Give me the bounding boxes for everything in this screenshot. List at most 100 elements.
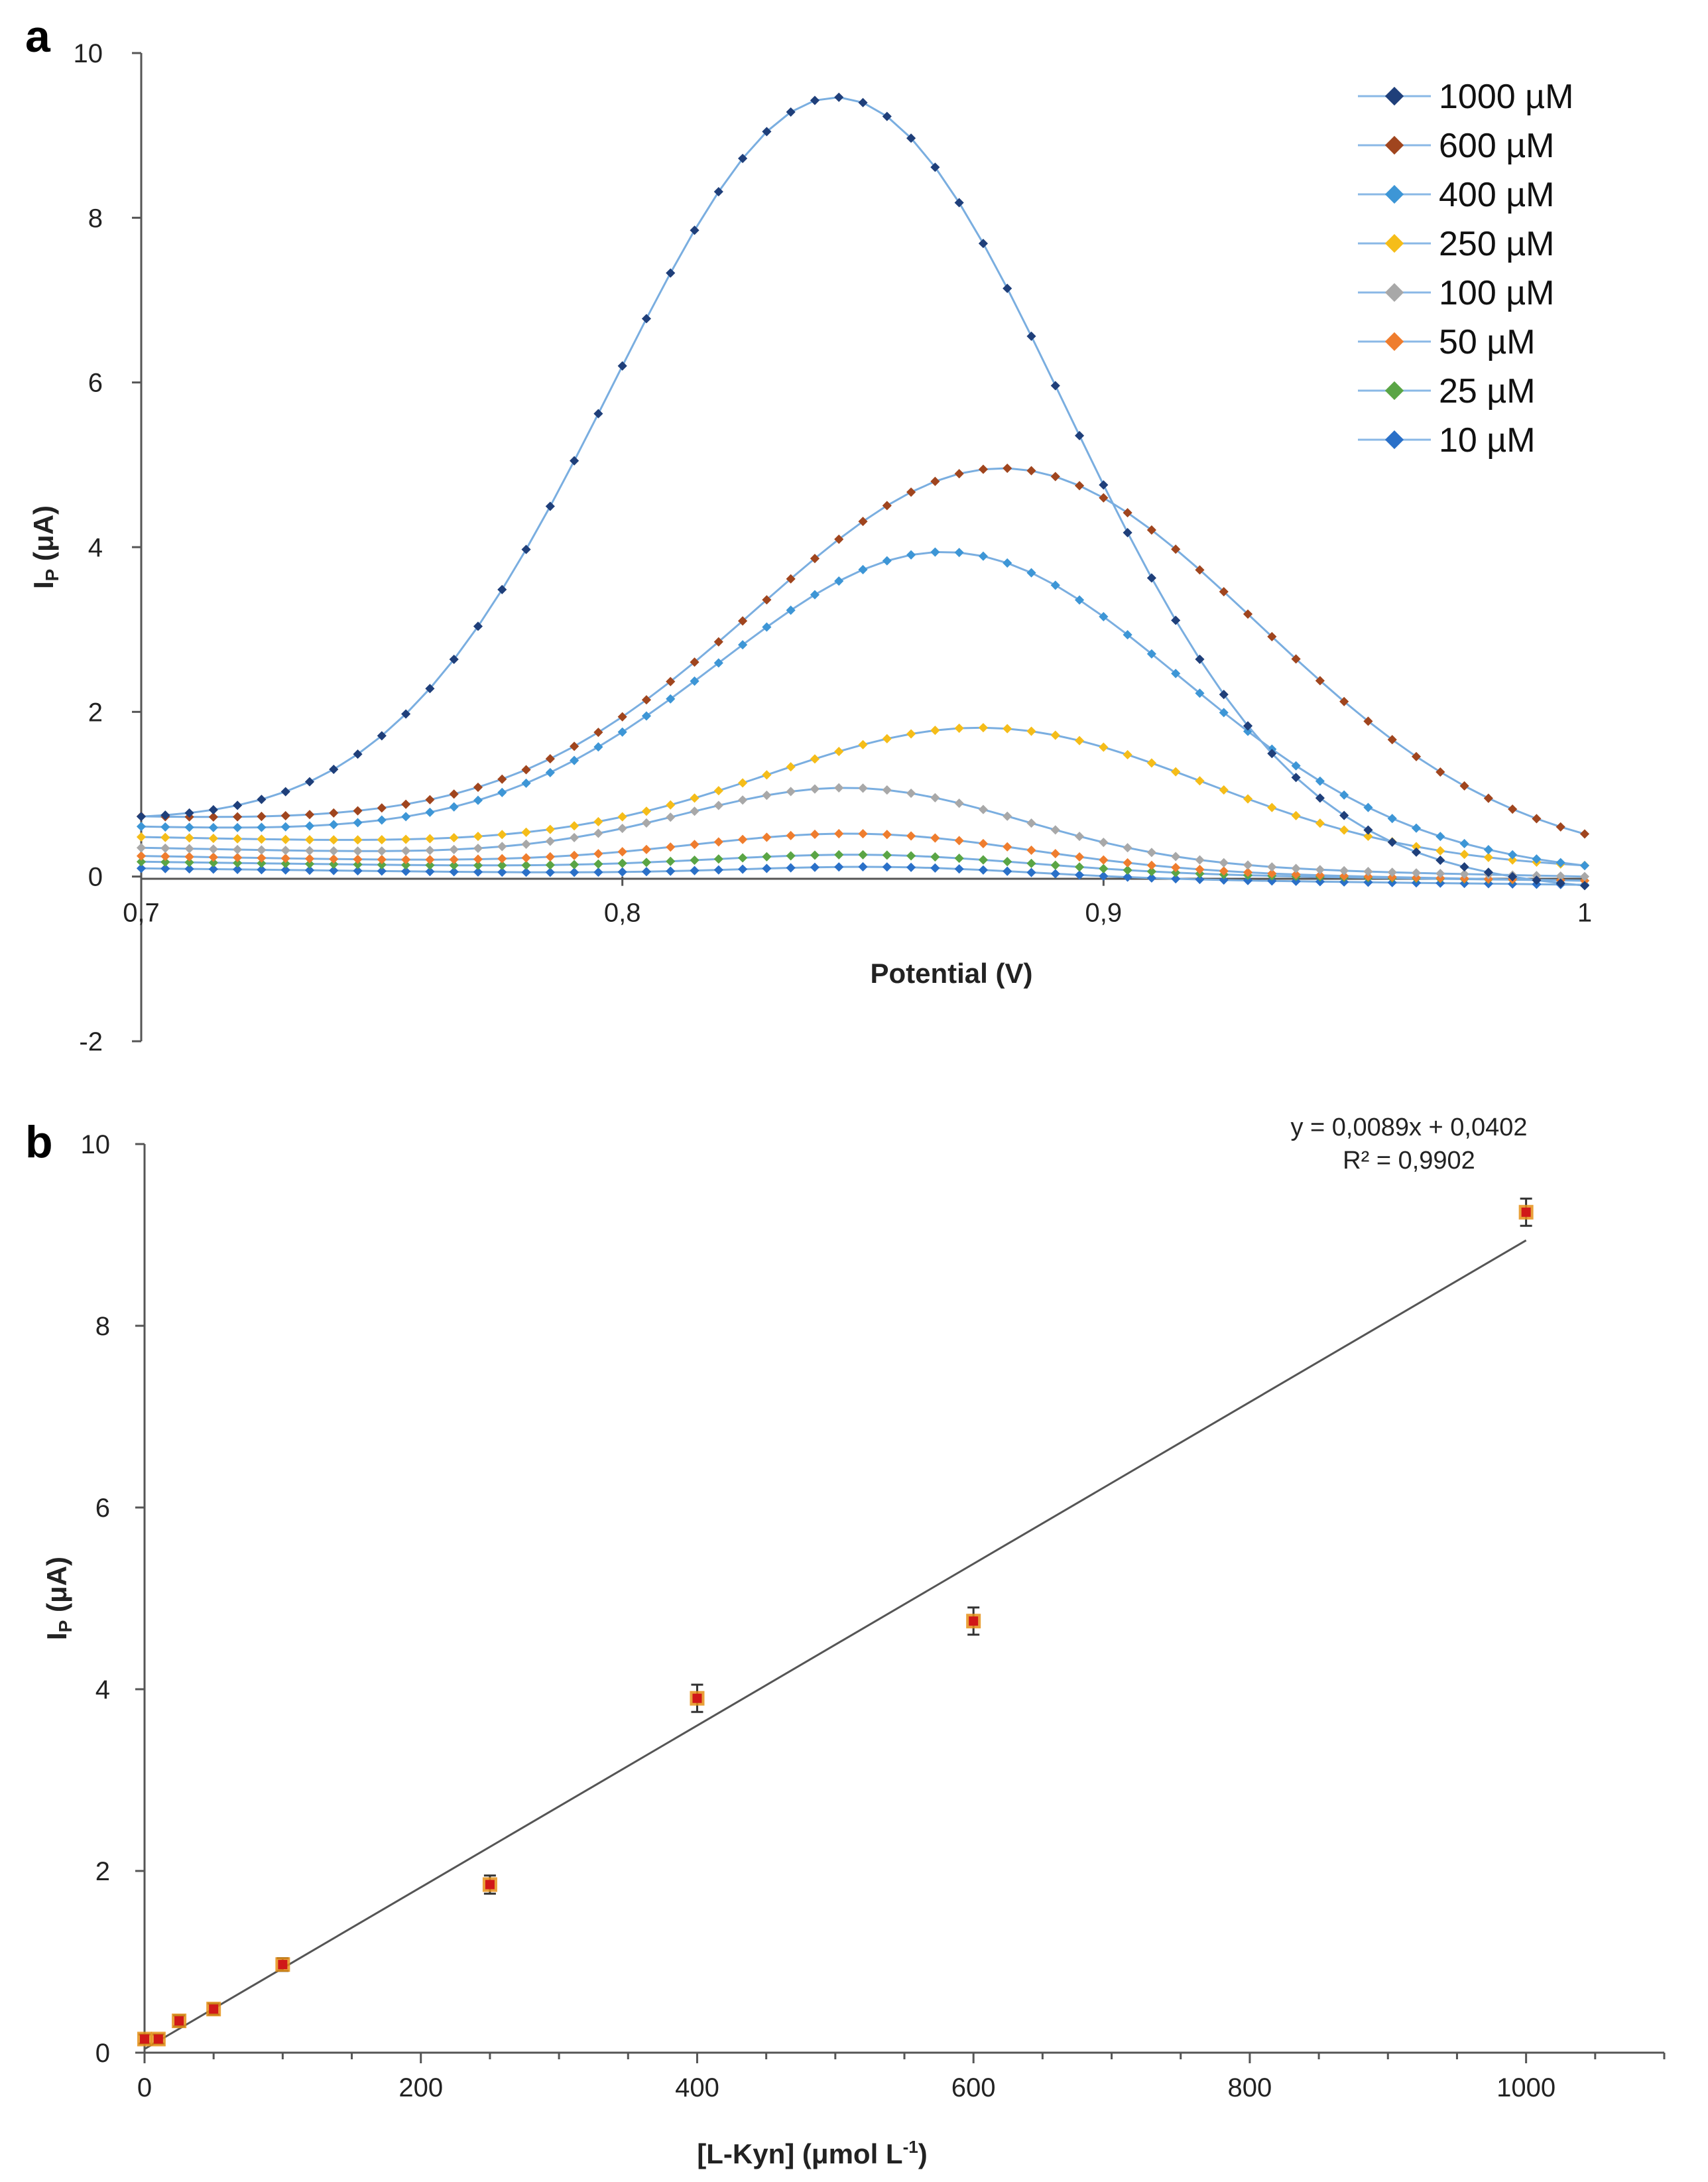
series-point (280, 810, 290, 820)
series-point (1146, 848, 1156, 858)
series-point (906, 851, 916, 861)
y-tick-label: 6 (95, 1494, 110, 1523)
series-point (1171, 767, 1181, 777)
series-point (1050, 849, 1060, 859)
series-point (497, 860, 507, 870)
series-point (954, 469, 964, 479)
series-point (521, 545, 531, 554)
series-point (1074, 595, 1085, 605)
series-point (257, 811, 267, 822)
series-point (1171, 615, 1181, 625)
series-point (377, 846, 387, 856)
series-point (1146, 649, 1156, 659)
series-point (954, 836, 964, 846)
series-point (930, 726, 940, 736)
series-point (954, 198, 964, 208)
series-point (280, 854, 290, 864)
series-point (978, 838, 988, 849)
series-point (497, 842, 507, 852)
series-point (449, 860, 459, 870)
x-tick-label: 0,7 (123, 899, 160, 928)
fit-equation: y = 0,0089x + 0,0402 (1290, 1114, 1527, 1141)
series-point (570, 741, 580, 751)
series-3 (136, 723, 1590, 871)
series-point (641, 806, 652, 816)
series-point (786, 606, 796, 615)
series-point (570, 832, 580, 843)
series-point (1003, 724, 1012, 734)
series-point (882, 830, 892, 840)
series-point (1291, 810, 1301, 820)
series-point (786, 830, 796, 840)
series-point (1411, 847, 1422, 857)
series-point (473, 843, 483, 854)
series-point (329, 820, 339, 830)
series-point (329, 859, 339, 869)
series-point (593, 728, 603, 738)
series-point (1026, 466, 1036, 476)
legend-label: 600 µM (1439, 127, 1554, 165)
series-point (1195, 874, 1205, 885)
series-point (690, 793, 700, 803)
legend-item: 600 µM (1358, 127, 1554, 165)
series-point (208, 844, 218, 854)
series-point (521, 860, 531, 870)
series-point (208, 804, 218, 815)
series-point (834, 862, 844, 872)
y-tick-label: 8 (95, 1312, 110, 1341)
series-point (786, 863, 796, 873)
series-point (666, 268, 676, 278)
series-point (1219, 875, 1229, 885)
series-point (1219, 858, 1229, 867)
series-point (762, 791, 772, 801)
series-point (1579, 829, 1590, 839)
series-point (425, 834, 435, 844)
series-point (810, 590, 820, 600)
series-point (858, 97, 868, 107)
series-point (617, 712, 627, 722)
series-point (208, 852, 218, 862)
series-point (377, 835, 387, 845)
point-marker (209, 2004, 219, 2014)
series-point (1291, 654, 1301, 664)
series-point (1315, 818, 1325, 828)
x-tick-label: 800 (1228, 2073, 1272, 2102)
series-point (377, 803, 387, 813)
series-point (1195, 565, 1205, 575)
series-point (545, 824, 555, 834)
panel-b-y-ticks: 0 2 4 6 8 10 (81, 1130, 145, 2068)
series-point (545, 501, 555, 511)
legend-marker (1384, 86, 1404, 106)
series-point (1146, 860, 1156, 870)
series-point (713, 786, 723, 796)
series-point (497, 774, 507, 784)
series-point (762, 127, 772, 137)
series-point (521, 853, 531, 863)
series-point (1339, 825, 1349, 835)
series-point (425, 684, 435, 694)
series-point (1291, 876, 1301, 886)
data-point (137, 2031, 152, 2047)
series-point (570, 867, 580, 877)
series-point (233, 844, 243, 855)
series-point (1026, 818, 1036, 828)
series-point (497, 854, 507, 864)
series-point (570, 821, 580, 831)
point-marker (1521, 1207, 1531, 1217)
series-point (810, 554, 820, 564)
series-point (1123, 858, 1132, 867)
series-point (1267, 802, 1277, 812)
series-point (1099, 855, 1109, 865)
series-point (1099, 838, 1109, 848)
series-point (1171, 669, 1181, 678)
x-tick-label: 0,9 (1085, 899, 1123, 928)
series-point (1315, 870, 1325, 880)
series-point (1291, 869, 1301, 879)
series-point (401, 846, 411, 856)
series-point (641, 858, 652, 867)
series-point (1026, 867, 1036, 877)
series-point (473, 782, 483, 793)
series-point (377, 731, 387, 741)
series-point (1267, 869, 1277, 879)
series-point (690, 855, 700, 866)
